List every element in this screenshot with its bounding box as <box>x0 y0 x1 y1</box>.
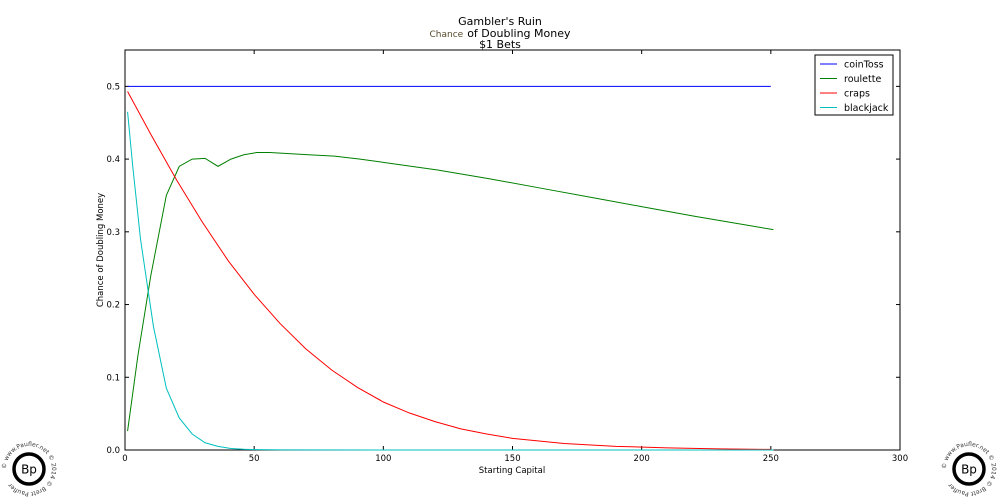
legend-label: roulette <box>844 74 881 85</box>
watermark-badge-right: © www.Paufler.net © 2014 © Brett Paufler… <box>941 441 997 497</box>
y-tick-label: 0.5 <box>106 82 120 92</box>
plot-frame <box>124 49 901 451</box>
legend-label: craps <box>844 89 870 100</box>
y-tick-label: 0.4 <box>106 155 120 165</box>
y-tick-label: 0.3 <box>106 228 120 238</box>
x-tick-label: 300 <box>892 454 908 464</box>
x-axis-label: Starting Capital <box>479 466 545 476</box>
chart-subtitle: Chance of Doubling Money <box>0 27 1000 40</box>
chart-title: Gambler's Ruin <box>458 15 542 28</box>
chart-subtitle-bets: $1 Bets <box>479 38 521 51</box>
y-axis-label: Chance of Doubling Money <box>96 193 106 307</box>
watermark-monogram-left: Bp <box>21 463 37 477</box>
y-tick-label: 0.0 <box>106 446 120 456</box>
y-tick-label: 0.1 <box>106 373 120 383</box>
x-tick-label: 100 <box>375 454 391 464</box>
chart-subtitle-rest: of Doubling Money <box>467 27 571 40</box>
legend-label: blackjack <box>844 103 889 114</box>
watermark-badge-left: © www.Paufler.net © 2014 © Brett Paufler… <box>1 441 57 497</box>
series-line-blackjack <box>127 111 774 451</box>
x-tick-label: 250 <box>763 454 779 464</box>
y-tick-label: 0.2 <box>106 301 120 311</box>
legend-label: coinToss <box>844 60 884 71</box>
legend-box <box>814 54 894 116</box>
watermark-monogram-right: Bp <box>961 463 977 477</box>
chart-subtitle-prefix: Chance <box>429 30 464 40</box>
x-tick-label: 150 <box>504 454 520 464</box>
x-tick-label: 50 <box>249 454 260 464</box>
x-tick-label: 0 <box>122 454 127 464</box>
x-tick-label: 200 <box>634 454 650 464</box>
series-line-craps <box>127 91 771 450</box>
series-line-roulette <box>127 152 774 432</box>
